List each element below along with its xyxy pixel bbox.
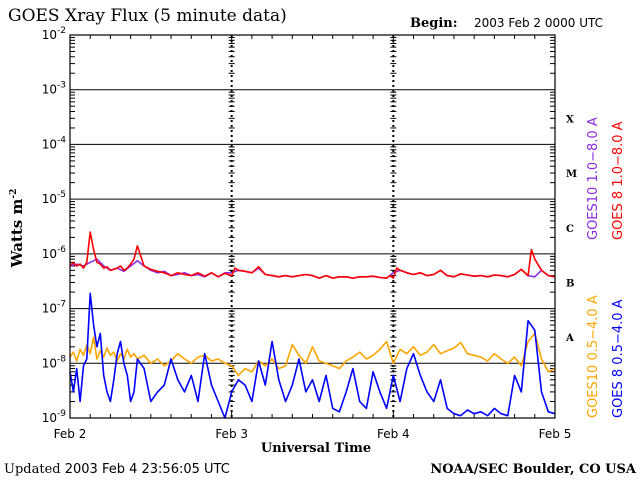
y-tick-label: 10-8: [42, 354, 67, 370]
y-tick-label: 10-7: [42, 300, 66, 316]
x-tick-label: Feb 2: [54, 427, 87, 441]
flare-class-label: B: [566, 278, 574, 289]
legend-entry: GOES 8 0.5−4.0 A: [611, 299, 626, 418]
plot-grid: [70, 35, 555, 418]
footer-credit: NOAA/SEC Boulder, CO USA: [430, 462, 637, 477]
y-axis-label: Watts m-2: [8, 189, 26, 269]
flare-class-label: C: [566, 224, 574, 235]
y-axis-ticks: 10-2 10-3 10-4 10-5 10-6 10-7 10-8 10-9: [42, 26, 555, 425]
x-tick-label: Feb 4: [377, 427, 410, 441]
plot-frame: [69, 34, 556, 419]
y-tick-label: 10-9: [42, 409, 67, 425]
begin-label: Begin:: [410, 16, 458, 31]
flare-class-labels: X M C B A: [565, 114, 577, 344]
y-tick-label: 10-2: [42, 26, 66, 42]
x-tick-label: Feb 5: [539, 427, 572, 441]
y-tick-label: 10-3: [42, 81, 66, 97]
legend: GOES10 0.5−4.0 A GOES 8 0.5−4.0 A GOES10 1…: [586, 117, 626, 418]
flare-class-label: X: [566, 114, 574, 125]
legend-entry: GOES10 1.0−8.0 A: [586, 117, 601, 240]
begin-value: 2003 Feb 2 0000 UTC: [474, 16, 603, 30]
flare-class-label: A: [565, 333, 574, 344]
footer-updated-value: 2003 Feb 4 23:56:05 UTC: [65, 462, 230, 477]
chart-title: GOES Xray Flux (5 minute data): [8, 6, 287, 26]
y-axis-label-text: Watts m: [8, 199, 26, 269]
legend-entry: GOES 8 1.0−8.0 A: [611, 121, 626, 240]
series-line-1: [69, 292, 556, 419]
footer-updated: Updated 2003 Feb 4 23:56:05 UTC: [4, 462, 230, 477]
flare-class-label: M: [566, 169, 577, 180]
series-line-0: [69, 332, 556, 377]
y-tick-label: 10-6: [42, 245, 67, 261]
x-tick-label: Feb 3: [215, 427, 248, 441]
y-tick-label: 10-4: [42, 135, 67, 151]
y-axis-label-sup: -2: [9, 189, 19, 199]
legend-entry: GOES10 0.5−4.0 A: [586, 295, 601, 418]
footer-updated-label: Updated: [4, 462, 61, 477]
series-lines: [69, 231, 556, 419]
series-line-3: [69, 231, 556, 279]
y-tick-label: 10-5: [42, 190, 66, 206]
x-axis-label: Universal Time: [261, 441, 371, 456]
